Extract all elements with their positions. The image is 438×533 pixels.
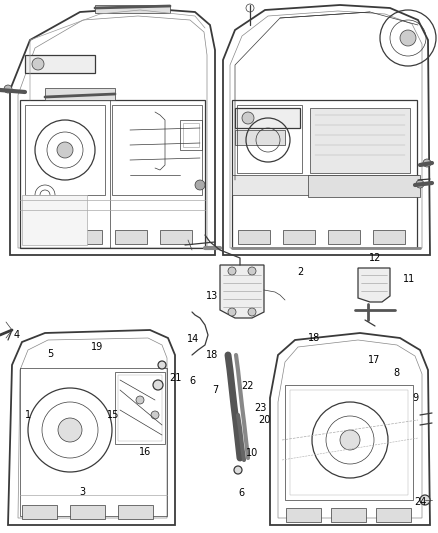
Polygon shape bbox=[232, 175, 418, 195]
Bar bbox=[237, 105, 302, 173]
Bar bbox=[25, 105, 105, 195]
Bar bbox=[328, 230, 360, 244]
Bar bbox=[290, 390, 408, 495]
Text: 22: 22 bbox=[241, 381, 253, 391]
Bar bbox=[25, 55, 95, 73]
Bar bbox=[20, 368, 167, 516]
Bar bbox=[22, 195, 87, 245]
Polygon shape bbox=[220, 265, 264, 318]
Bar bbox=[115, 230, 147, 244]
Bar bbox=[118, 375, 162, 441]
Bar bbox=[308, 175, 420, 197]
Bar bbox=[376, 508, 411, 522]
Circle shape bbox=[248, 267, 256, 275]
Text: 16: 16 bbox=[139, 447, 151, 457]
Circle shape bbox=[340, 430, 360, 450]
Text: 24: 24 bbox=[414, 497, 426, 507]
Bar bbox=[112, 105, 202, 195]
Text: 18: 18 bbox=[206, 350, 218, 360]
Bar bbox=[235, 108, 300, 128]
Text: 17: 17 bbox=[368, 355, 380, 365]
Circle shape bbox=[4, 85, 12, 93]
Circle shape bbox=[195, 180, 205, 190]
Bar bbox=[118, 505, 153, 519]
Bar bbox=[180, 120, 202, 150]
Text: 12: 12 bbox=[369, 253, 381, 263]
Text: 6: 6 bbox=[189, 376, 195, 386]
Circle shape bbox=[136, 396, 144, 404]
Circle shape bbox=[234, 466, 242, 474]
Polygon shape bbox=[358, 268, 390, 302]
Bar bbox=[283, 230, 315, 244]
Text: 6: 6 bbox=[238, 488, 244, 498]
Circle shape bbox=[151, 411, 159, 419]
Bar bbox=[232, 100, 417, 248]
Circle shape bbox=[32, 58, 44, 70]
Bar bbox=[22, 505, 57, 519]
Bar bbox=[310, 108, 410, 173]
Bar bbox=[331, 508, 366, 522]
Text: 5: 5 bbox=[47, 349, 53, 359]
Text: 23: 23 bbox=[254, 403, 266, 413]
Text: 21: 21 bbox=[169, 373, 181, 383]
Bar bbox=[160, 230, 192, 244]
Text: 11: 11 bbox=[403, 274, 415, 284]
Bar bbox=[70, 230, 102, 244]
Circle shape bbox=[400, 30, 416, 46]
Text: 14: 14 bbox=[187, 334, 199, 344]
Bar bbox=[70, 505, 105, 519]
Text: 10: 10 bbox=[246, 448, 258, 458]
Circle shape bbox=[228, 308, 236, 316]
Bar bbox=[285, 385, 413, 500]
Text: 7: 7 bbox=[212, 385, 218, 395]
Text: 9: 9 bbox=[412, 393, 418, 403]
Circle shape bbox=[248, 308, 256, 316]
Bar bbox=[115, 372, 165, 444]
Circle shape bbox=[423, 159, 431, 167]
Bar bbox=[45, 88, 115, 100]
Bar bbox=[183, 123, 199, 147]
Text: 18: 18 bbox=[308, 333, 320, 343]
Text: 20: 20 bbox=[258, 415, 270, 425]
Bar bbox=[286, 508, 321, 522]
Bar bbox=[25, 230, 57, 244]
Text: 8: 8 bbox=[393, 368, 399, 378]
Bar bbox=[95, 5, 170, 13]
Bar bbox=[20, 100, 205, 248]
Text: 1: 1 bbox=[25, 410, 31, 420]
Circle shape bbox=[158, 361, 166, 369]
Circle shape bbox=[57, 142, 73, 158]
Circle shape bbox=[153, 380, 163, 390]
Text: 3: 3 bbox=[79, 487, 85, 497]
Text: 13: 13 bbox=[206, 291, 218, 301]
Text: 4: 4 bbox=[14, 330, 20, 340]
Text: 15: 15 bbox=[107, 410, 119, 420]
Circle shape bbox=[420, 495, 430, 505]
Text: 19: 19 bbox=[91, 342, 103, 352]
Circle shape bbox=[58, 418, 82, 442]
Bar bbox=[238, 230, 270, 244]
Circle shape bbox=[228, 267, 236, 275]
Bar bbox=[235, 130, 285, 145]
Text: 2: 2 bbox=[297, 267, 303, 277]
Circle shape bbox=[242, 112, 254, 124]
Bar bbox=[373, 230, 405, 244]
Circle shape bbox=[416, 180, 424, 188]
